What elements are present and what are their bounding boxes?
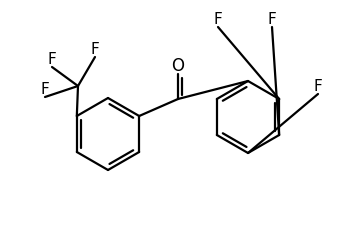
Text: F: F [91,42,99,57]
Text: F: F [48,52,57,67]
Text: F: F [41,82,49,97]
Text: F: F [314,79,322,94]
Text: O: O [171,57,184,75]
Text: F: F [267,12,276,27]
Text: F: F [213,12,222,27]
